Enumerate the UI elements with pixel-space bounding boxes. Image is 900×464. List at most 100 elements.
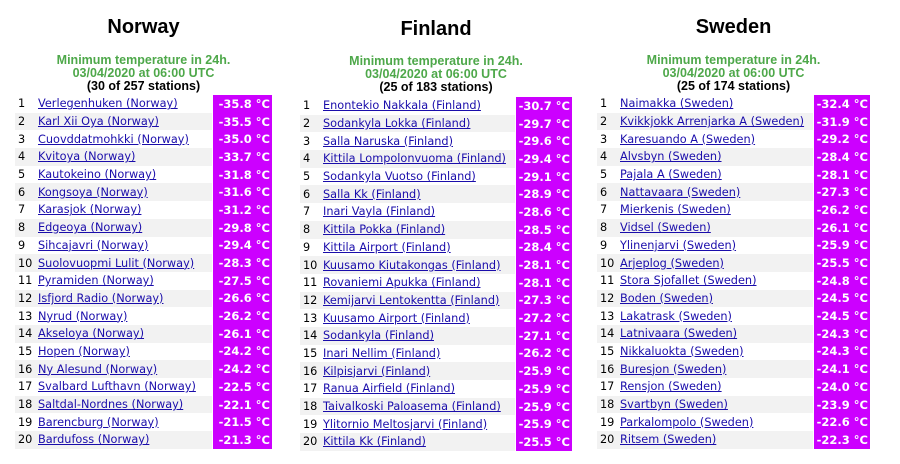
station-link[interactable]: Alvsbyn (Sweden) [620, 150, 722, 164]
station-cell: Kittila Airport (Finland) [323, 238, 516, 257]
station-cell: Ritsem (Sweden) [620, 431, 814, 449]
station-link[interactable]: Taivalkoski Paloasema (Finland) [323, 400, 501, 414]
table-row: 11 Pyramiden (Norway) -27.5 °C [15, 271, 272, 290]
station-link[interactable]: Salla Kk (Finland) [323, 187, 421, 201]
date-line: 03/04/2020 at 06:00 UTC [365, 67, 507, 81]
rank-cell: 10 [597, 254, 620, 272]
station-link[interactable]: Svalbard Lufthavn (Norway) [38, 380, 196, 394]
station-cell: Boden (Sweden) [620, 289, 814, 308]
rank-cell: 12 [15, 289, 38, 308]
station-link[interactable]: Rensjon (Sweden) [620, 380, 722, 394]
station-link[interactable]: Kilpisjarvi (Finland) [323, 364, 431, 378]
station-cell: Karl Xii Oya (Norway) [38, 112, 213, 131]
station-cell: Kuusamo Airport (Finland) [323, 309, 516, 327]
temperature-cell: -29.7 °C [515, 114, 572, 133]
station-cell: Suolovuopmi Lulit (Norway) [38, 254, 213, 272]
station-link[interactable]: Boden (Sweden) [620, 291, 713, 305]
station-cell: Mierkenis (Sweden) [620, 201, 814, 219]
station-cell: Kemijarvi Lentokentta (Finland) [323, 291, 516, 310]
station-link[interactable]: Nikkaluokta (Sweden) [620, 344, 744, 358]
table-row: 2 Kvikkjokk Arrenjarka A (Sweden) -31.9 °C [597, 112, 870, 131]
station-link[interactable]: Kuusamo Airport (Finland) [323, 311, 470, 325]
station-link[interactable]: Parkalompolo (Sweden) [620, 415, 754, 429]
station-link[interactable]: Inari Vayla (Finland) [323, 205, 436, 219]
station-cell: Kongsoya (Norway) [38, 183, 213, 202]
station-link[interactable]: Kittila Lompolonvuoma (Finland) [323, 152, 506, 166]
rank-cell: 18 [300, 397, 323, 416]
station-link[interactable]: Vidsel (Sweden) [620, 221, 711, 235]
station-link[interactable]: Lakatrask (Sweden) [620, 309, 732, 323]
temperature-cell: -27.3 °C [813, 183, 870, 202]
station-link[interactable]: Kittila Kk (Finland) [323, 435, 426, 449]
station-link[interactable]: Kvikkjokk Arrenjarka A (Sweden) [620, 115, 805, 129]
temperature-cell: -25.9 °C [515, 397, 572, 416]
rank-cell: 16 [300, 362, 323, 380]
station-link[interactable]: Sodankyla Lokka (Finland) [323, 117, 471, 131]
station-link[interactable]: Ranua Airfield (Finland) [323, 382, 456, 396]
station-link[interactable]: Suolovuopmi Lulit (Norway) [38, 256, 195, 270]
station-link[interactable]: Cuovddatmohkki (Norway) [38, 132, 189, 146]
station-link[interactable]: Inari Nellim (Finland) [323, 346, 441, 360]
station-link[interactable]: Isfjord Radio (Norway) [38, 291, 164, 305]
rank-cell: 17 [15, 378, 38, 396]
station-cell: Nattavaara (Sweden) [620, 183, 814, 202]
table-row: 1 Naimakka (Sweden) -32.4 °C [597, 95, 870, 113]
station-cell: Ny Alesund (Norway) [38, 360, 213, 378]
station-link[interactable]: Karesuando A (Sweden) [620, 132, 756, 146]
station-link[interactable]: Karasjok (Norway) [38, 203, 142, 217]
rank-cell: 14 [15, 324, 38, 343]
station-link[interactable]: Kongsoya (Norway) [38, 185, 148, 199]
station-link[interactable]: Stora Sjofallet (Sweden) [620, 274, 757, 288]
station-link[interactable]: Sodankyla Vuotso (Finland) [323, 170, 476, 184]
station-cell: Vidsel (Sweden) [620, 218, 814, 237]
station-link[interactable]: Bardufoss (Norway) [38, 433, 150, 447]
station-link[interactable]: Rovaniemi Apukka (Finland) [323, 276, 481, 290]
table-row: 4 Kvitoya (Norway) -33.7 °C [15, 148, 272, 166]
station-link[interactable]: Nyrud (Norway) [38, 309, 128, 323]
station-link[interactable]: Sihcajavri (Norway) [38, 238, 149, 252]
rank-cell: 12 [300, 291, 323, 310]
temperature-cell: -24.1 °C [813, 360, 870, 378]
rank-cell: 5 [597, 165, 620, 184]
temperature-cell: -22.3 °C [813, 431, 870, 449]
station-link[interactable]: Akseloya (Norway) [38, 327, 145, 341]
rank-cell: 4 [597, 148, 620, 166]
station-link[interactable]: Svartbyn (Sweden) [620, 398, 728, 412]
station-link[interactable]: Ylitornio Meltosjarvi (Finland) [323, 417, 488, 431]
station-link[interactable]: Arjeplog (Sweden) [620, 256, 724, 270]
station-link[interactable]: Enontekio Nakkala (Finland) [323, 99, 481, 113]
station-link[interactable]: Verlegenhuken (Norway) [38, 97, 178, 111]
station-link[interactable]: Naimakka (Sweden) [620, 97, 734, 111]
station-link[interactable]: Pyramiden (Norway) [38, 274, 154, 288]
station-link[interactable]: Edgeoya (Norway) [38, 221, 143, 235]
temperature-cell: -32.4 °C [813, 95, 870, 113]
temperature-cell: -23.9 °C [813, 395, 870, 414]
station-link[interactable]: Ritsem (Sweden) [620, 433, 717, 447]
temperature-cell: -35.0 °C [212, 130, 272, 149]
station-link[interactable]: Ny Alesund (Norway) [38, 362, 158, 376]
station-cell: Sodankyla (Finland) [323, 326, 516, 345]
station-link[interactable]: Kautokeino (Norway) [38, 168, 157, 182]
station-count: (25 of 174 stations) [676, 79, 791, 93]
station-link[interactable]: Buresjon (Sweden) [620, 362, 727, 376]
station-link[interactable]: Salla Naruska (Finland) [323, 134, 453, 148]
rank-cell: 15 [597, 342, 620, 361]
temperature-cell: -27.5 °C [212, 271, 272, 290]
station-link[interactable]: Pajala A (Sweden) [620, 168, 722, 182]
station-link[interactable]: Nattavaara (Sweden) [620, 185, 741, 199]
station-link[interactable]: Latnivaara (Sweden) [620, 327, 738, 341]
station-link[interactable]: Kemijarvi Lentokentta (Finland) [323, 293, 500, 307]
station-link[interactable]: Sodankyla (Finland) [323, 329, 434, 343]
temperature-cell: -26.1 °C [813, 218, 870, 237]
station-link[interactable]: Hopen (Norway) [38, 344, 130, 358]
station-link[interactable]: Barencburg (Norway) [38, 415, 159, 429]
station-link[interactable]: Ylinenjarvi (Sweden) [620, 238, 737, 252]
station-link[interactable]: Kvitoya (Norway) [38, 150, 136, 164]
station-link[interactable]: Mierkenis (Sweden) [620, 203, 731, 217]
station-link[interactable]: Kittila Airport (Finland) [323, 240, 451, 254]
station-link[interactable]: Karl Xii Oya (Norway) [38, 115, 159, 129]
station-link[interactable]: Kuusamo Kiutakongas (Finland) [323, 258, 501, 272]
temperature-cell: -24.3 °C [813, 324, 870, 343]
station-link[interactable]: Kittila Pokka (Finland) [323, 223, 446, 237]
station-link[interactable]: Saltdal-Nordnes (Norway) [38, 398, 184, 412]
